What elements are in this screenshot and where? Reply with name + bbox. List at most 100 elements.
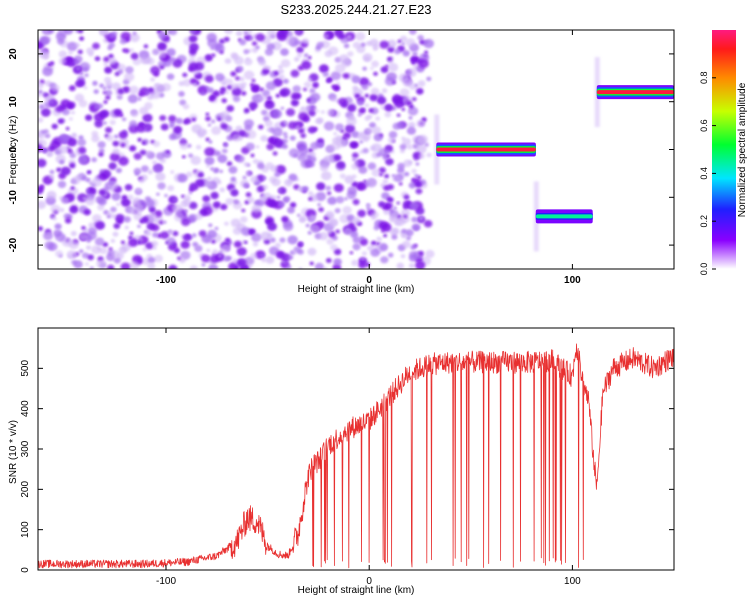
noise-speckle	[325, 78, 331, 83]
noise-speckle	[261, 257, 267, 263]
noise-speckle	[312, 106, 317, 110]
noise-speckle	[151, 224, 160, 232]
noise-speckle	[182, 233, 192, 242]
noise-speckle	[277, 189, 282, 193]
noise-speckle	[38, 226, 43, 231]
noise-speckle	[189, 182, 199, 191]
noise-speckle	[393, 173, 404, 183]
noise-speckle	[110, 206, 117, 213]
noise-speckle	[197, 172, 204, 178]
noise-speckle	[345, 229, 350, 233]
noise-speckle	[38, 89, 43, 94]
noise-speckle	[224, 237, 231, 243]
noise-speckle	[300, 159, 312, 169]
noise-speckle	[55, 105, 63, 113]
noise-speckle	[181, 138, 185, 142]
noise-speckle	[356, 181, 367, 191]
noise-speckle	[371, 244, 375, 249]
noise-speckle	[415, 206, 425, 215]
noise-speckle	[333, 85, 340, 91]
noise-speckle	[43, 231, 53, 241]
noise-speckle	[142, 113, 153, 123]
noise-speckle	[245, 170, 252, 177]
noise-speckle	[38, 200, 46, 210]
noise-speckle	[212, 201, 221, 209]
noise-speckle	[384, 104, 394, 112]
noise-speckle	[155, 83, 159, 87]
noise-speckle	[134, 172, 139, 176]
noise-speckle	[102, 86, 107, 91]
noise-speckle	[347, 186, 358, 195]
noise-speckle	[130, 52, 139, 60]
noise-speckle	[167, 30, 172, 34]
noise-speckle	[280, 106, 285, 110]
noise-speckle	[325, 185, 332, 191]
noise-speckle	[100, 109, 110, 118]
noise-speckle	[244, 58, 253, 66]
noise-speckle	[188, 62, 199, 71]
noise-speckle	[195, 144, 202, 150]
noise-speckle	[327, 230, 333, 235]
noise-speckle	[280, 59, 291, 68]
noise-speckle	[81, 226, 86, 230]
noise-speckle	[242, 175, 247, 180]
noise-speckle	[396, 201, 400, 205]
noise-speckle	[275, 93, 280, 98]
noise-speckle	[230, 176, 237, 182]
noise-speckle	[267, 66, 272, 70]
noise-speckle	[278, 74, 285, 80]
noise-speckle	[225, 198, 234, 205]
noise-speckle	[239, 76, 245, 82]
noise-speckle	[192, 241, 199, 247]
noise-speckle	[335, 123, 344, 132]
noise-speckle	[315, 118, 323, 125]
noise-speckle	[287, 206, 295, 214]
noise-speckle	[38, 132, 43, 138]
tone-band	[535, 214, 593, 219]
noise-speckle	[72, 132, 77, 137]
noise-speckle	[368, 108, 374, 113]
noise-speckle	[226, 161, 233, 167]
noise-speckle	[166, 48, 176, 57]
noise-speckle	[129, 145, 137, 152]
noise-speckle	[151, 48, 160, 56]
noise-speckle	[71, 176, 81, 185]
y-tick-label: -20	[8, 237, 19, 252]
noise-speckle	[135, 187, 142, 194]
noise-speckle	[275, 250, 285, 259]
noise-speckle	[188, 191, 193, 195]
noise-speckle	[401, 136, 406, 140]
noise-speckle	[150, 65, 161, 75]
noise-speckle	[223, 255, 231, 262]
noise-speckle	[370, 211, 379, 219]
noise-speckle	[392, 80, 396, 85]
noise-speckle	[401, 233, 407, 239]
noise-speckle	[192, 233, 197, 238]
noise-speckle	[78, 99, 88, 108]
noise-speckle	[404, 171, 410, 177]
noise-speckle	[303, 81, 312, 89]
noise-speckle	[386, 39, 397, 49]
noise-speckle	[257, 162, 265, 170]
noise-speckle	[183, 194, 191, 202]
noise-speckle	[363, 56, 371, 62]
noise-speckle	[209, 254, 220, 264]
noise-speckle	[376, 96, 387, 105]
noise-speckle	[91, 245, 102, 255]
noise-speckle	[281, 216, 289, 223]
noise-speckle	[397, 162, 406, 170]
noise-speckle	[235, 65, 244, 73]
noise-speckle	[401, 42, 405, 46]
noise-speckle	[379, 173, 383, 177]
noise-speckle	[167, 185, 175, 192]
noise-speckle	[226, 78, 234, 85]
noise-speckle	[361, 83, 369, 91]
noise-speckle	[132, 200, 141, 208]
noise-speckle	[289, 135, 296, 141]
noise-speckle	[386, 56, 393, 62]
noise-speckle	[125, 145, 130, 149]
noise-speckle	[79, 36, 85, 41]
noise-speckle	[282, 197, 289, 203]
